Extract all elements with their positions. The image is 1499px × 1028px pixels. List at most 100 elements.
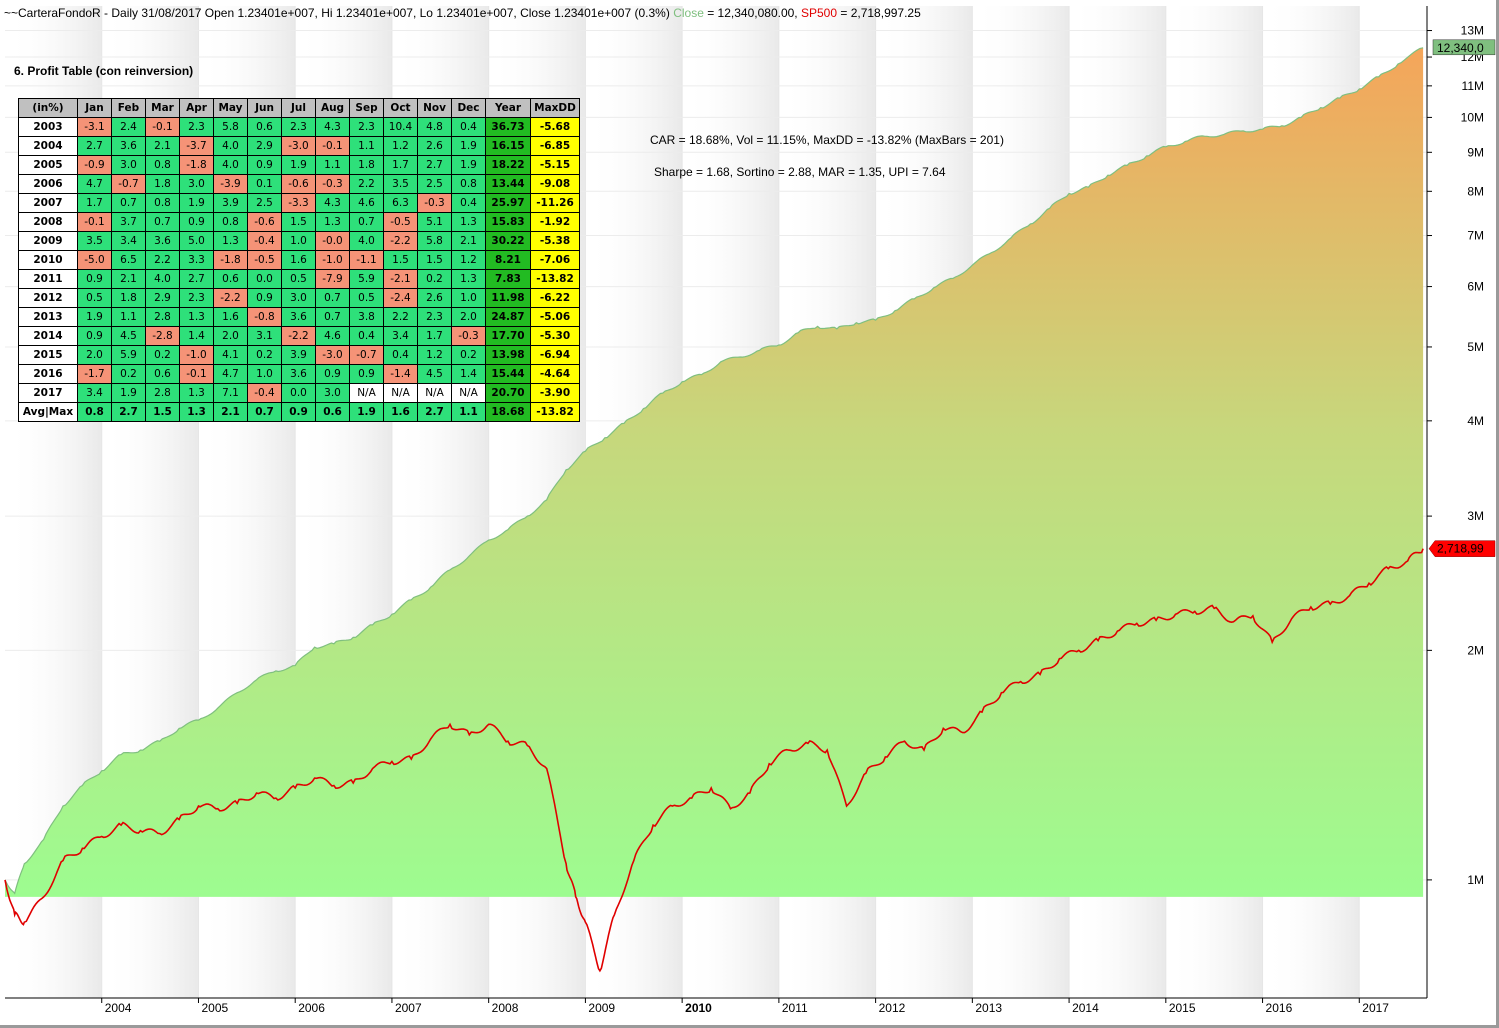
equity-area-fill (5, 47, 1424, 897)
table-year-total-cell: 8.21 (485, 250, 531, 270)
table-month-cell: -1.0 (179, 345, 214, 365)
profit-table-title: 6. Profit Table (con reinversion) (14, 64, 194, 78)
table-month-cell: 1.5 (145, 402, 180, 422)
table-month-cell: 3.4 (77, 383, 112, 403)
y-tick-label: 10M (1461, 110, 1484, 124)
sp500-legend-label: SP500 (800, 6, 838, 20)
table-month-cell: -1.1 (349, 250, 384, 270)
equity-series-line (4, 47, 1424, 895)
table-month-cell: 3.6 (281, 307, 316, 327)
equity-flag-box (1432, 39, 1496, 56)
table-month-cell: 1.1 (111, 307, 146, 327)
table-month-cell: 2.6 (417, 136, 452, 156)
table-month-cell: 4.6 (349, 193, 384, 213)
table-month-cell: 4.7 (213, 364, 248, 384)
table-month-cell: -3.0 (315, 345, 350, 365)
table-month-cell: -0.1 (145, 117, 180, 137)
table-month-cell: 0.9 (315, 364, 350, 384)
table-maxdd-cell: -6.85 (530, 136, 580, 156)
table-month-cell: 1.0 (247, 364, 282, 384)
table-month-cell: 1.1 (349, 136, 384, 156)
table-month-cell: 0.7 (349, 212, 384, 232)
table-year-total-cell: 11.98 (485, 288, 531, 308)
table-year-cell: 2007 (18, 193, 78, 213)
table-month-cell: 4.0 (213, 155, 248, 175)
table-month-cell: 1.9 (451, 155, 486, 175)
table-month-cell: 0.5 (77, 288, 112, 308)
x-tick-label: 2009 (588, 1001, 615, 1015)
table-row: 2003 -3.1 2.4 -0.1 2.3 5.8 0.6 2.3 4.3 2.3 10.4 4.8… (18, 117, 580, 137)
table-header-cell: Aug (315, 98, 350, 118)
table-month-cell: 0.1 (247, 174, 282, 194)
table-year-total-cell: 16.15 (485, 136, 531, 156)
y-tick-label: 7M (1467, 229, 1484, 243)
table-month-cell: 0.0 (247, 269, 282, 289)
table-maxdd-cell: -7.06 (530, 250, 580, 270)
equity-flag-label: 12,340,0 (1437, 41, 1484, 55)
table-month-cell: 1.8 (145, 174, 180, 194)
table-month-cell: 2.3 (179, 117, 214, 137)
table-month-cell: 2.3 (417, 307, 452, 327)
table-header-cell: Year (485, 98, 531, 118)
table-month-cell: -0.1 (77, 212, 112, 232)
table-month-cell: 7.1 (213, 383, 248, 403)
table-month-cell: 1.9 (77, 307, 112, 327)
table-month-cell: -0.4 (247, 231, 282, 251)
table-month-cell: 3.1 (247, 326, 282, 346)
table-month-cell: 4.3 (315, 117, 350, 137)
table-month-cell: N/A (451, 383, 486, 403)
table-month-cell: 2.9 (247, 136, 282, 156)
table-header-cell: May (213, 98, 248, 118)
table-month-cell: 1.3 (179, 383, 214, 403)
table-month-cell: 3.7 (111, 212, 146, 232)
table-year-cell: 2011 (18, 269, 78, 289)
y-tick-label: 3M (1467, 509, 1484, 523)
table-month-cell: 0.7 (315, 307, 350, 327)
table-month-cell: 3.0 (281, 288, 316, 308)
table-month-cell: 5.9 (111, 345, 146, 365)
table-year-cell: 2003 (18, 117, 78, 137)
table-maxdd-cell: -13.82 (530, 269, 580, 289)
axes (5, 6, 1432, 1003)
table-row: 2008 -0.1 3.7 0.7 0.9 0.8 -0.6 1.5 1.3 0.7 -0.5 5.1… (18, 212, 580, 232)
table-month-cell: 0.9 (281, 402, 316, 422)
x-tick-label: 2013 (975, 1001, 1002, 1015)
table-month-cell: 6.5 (111, 250, 146, 270)
table-month-cell: -2.2 (281, 326, 316, 346)
table-month-cell: 0.2 (111, 364, 146, 384)
table-month-cell: 3.4 (111, 231, 146, 251)
y-tick-label: 13M (1461, 24, 1484, 38)
table-month-cell: 2.0 (77, 345, 112, 365)
table-month-cell: -3.7 (179, 136, 214, 156)
table-month-cell: 0.2 (451, 345, 486, 365)
table-month-cell: 3.0 (179, 174, 214, 194)
table-month-cell: 1.9 (179, 193, 214, 213)
table-month-cell: -0.5 (383, 212, 418, 232)
x-tick-label: 2005 (201, 1001, 228, 1015)
table-row: 2006 4.7 -0.7 1.8 3.0 -3.9 0.1 -0.6 -0.3 2.2 3.5 2.… (18, 174, 580, 194)
table-month-cell: -2.4 (383, 288, 418, 308)
table-month-cell: 2.1 (451, 231, 486, 251)
table-month-cell: 3.6 (145, 231, 180, 251)
close-legend-value: = 12,340,080.00, (707, 6, 798, 20)
table-month-cell: -3.3 (281, 193, 316, 213)
table-month-cell: 5.8 (213, 117, 248, 137)
table-header-cell: Feb (111, 98, 146, 118)
table-month-cell: 0.5 (281, 269, 316, 289)
table-row: 2009 3.5 3.4 3.6 5.0 1.3 -0.4 1.0 -0.0 4.0 -2.2 5.8… (18, 231, 580, 251)
table-month-cell: 2.7 (179, 269, 214, 289)
y-tick-label: 2M (1467, 643, 1484, 657)
table-month-cell: 10.4 (383, 117, 418, 137)
table-month-cell: 0.9 (179, 212, 214, 232)
x-tick-label: 2011 (782, 1001, 808, 1015)
table-year-cell: Avg|Max (18, 402, 78, 422)
table-month-cell: 5.0 (179, 231, 214, 251)
table-month-cell: -0.7 (111, 174, 146, 194)
table-month-cell: 1.8 (111, 288, 146, 308)
x-tick-label: 2014 (1072, 1001, 1099, 1015)
x-tick-label: 2015 (1169, 1001, 1196, 1015)
table-year-total-cell: 18.68 (485, 402, 531, 422)
table-month-cell: 0.6 (213, 269, 248, 289)
table-month-cell: 4.3 (315, 193, 350, 213)
